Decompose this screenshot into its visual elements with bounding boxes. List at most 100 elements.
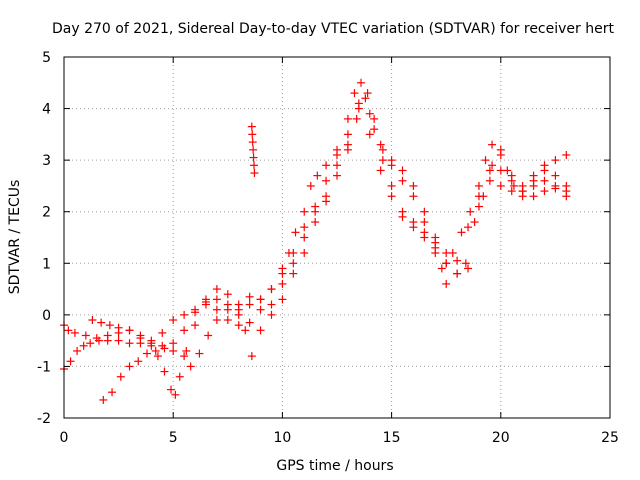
data-point xyxy=(350,89,359,98)
data-point xyxy=(289,248,298,257)
data-point xyxy=(488,161,497,170)
data-point xyxy=(191,321,200,330)
data-point xyxy=(212,285,221,294)
data-point xyxy=(322,197,331,206)
data-point xyxy=(409,218,418,227)
data-point xyxy=(361,94,370,103)
data-point xyxy=(160,367,169,376)
plot-frame xyxy=(63,56,611,419)
data-point xyxy=(186,362,195,371)
data-point xyxy=(357,78,366,87)
data-point xyxy=(169,316,178,325)
data-point xyxy=(370,114,379,123)
axis-ticks xyxy=(63,56,611,419)
data-point xyxy=(180,352,189,361)
data-point xyxy=(333,161,341,170)
data-point xyxy=(409,181,418,190)
y-tick-label: 2 xyxy=(42,205,51,221)
data-point xyxy=(398,176,407,185)
series-track-d xyxy=(88,104,571,350)
data-point xyxy=(363,89,372,98)
data-point xyxy=(248,130,257,139)
data-point xyxy=(175,372,184,381)
data-point xyxy=(387,161,396,170)
data-point xyxy=(442,248,451,257)
data-point xyxy=(365,109,374,118)
data-point xyxy=(182,346,191,355)
data-point xyxy=(250,161,259,170)
series-isolated-cluster xyxy=(247,122,259,178)
data-point xyxy=(540,187,549,196)
data-point xyxy=(142,349,151,358)
data-point xyxy=(158,341,167,350)
data-point xyxy=(507,171,516,180)
data-point xyxy=(191,308,200,317)
data-point xyxy=(470,218,479,227)
data-point xyxy=(420,207,429,216)
data-point xyxy=(322,161,331,170)
data-point xyxy=(167,385,176,394)
data-point xyxy=(529,176,538,185)
data-point xyxy=(474,181,483,190)
data-point xyxy=(256,326,265,335)
data-point xyxy=(105,321,114,330)
x-axis-label: GPS time / hours xyxy=(276,458,393,474)
data-point xyxy=(158,328,167,337)
data-point xyxy=(529,192,538,201)
data-point xyxy=(370,125,379,134)
data-point xyxy=(551,171,560,180)
data-point xyxy=(354,104,363,113)
data-point xyxy=(241,326,250,335)
data-point xyxy=(116,372,125,381)
data-point xyxy=(99,395,108,404)
data-point xyxy=(278,295,287,304)
data-point xyxy=(88,316,97,325)
data-point xyxy=(134,357,143,366)
series-track-a xyxy=(60,78,571,348)
y-tick-label: 5 xyxy=(42,50,51,66)
data-point xyxy=(420,218,429,227)
data-point xyxy=(169,339,178,348)
data-point xyxy=(562,150,571,159)
data-point xyxy=(147,339,156,348)
data-point xyxy=(311,202,320,211)
data-point xyxy=(509,181,518,190)
data-point xyxy=(562,192,571,201)
data-point xyxy=(518,187,527,196)
data-point xyxy=(234,321,243,330)
data-point xyxy=(97,318,106,327)
data-point xyxy=(453,256,462,265)
series-track-b xyxy=(60,94,571,399)
data-point xyxy=(343,114,352,123)
data-point xyxy=(94,336,103,345)
data-point xyxy=(507,187,516,196)
data-point xyxy=(352,114,361,123)
data-point xyxy=(343,130,352,139)
x-tick-label: 25 xyxy=(601,430,619,446)
data-point xyxy=(496,181,505,190)
data-point xyxy=(278,279,287,288)
data-point xyxy=(457,228,466,237)
x-tick-label: 5 xyxy=(169,430,178,446)
data-point xyxy=(488,140,497,149)
data-point xyxy=(256,305,265,314)
data-point xyxy=(249,145,258,154)
data-point xyxy=(223,290,232,299)
data-point xyxy=(108,388,117,397)
data-point xyxy=(474,192,483,201)
data-point xyxy=(256,295,265,304)
x-tick-label: 20 xyxy=(492,430,510,446)
data-point xyxy=(267,285,276,294)
data-point xyxy=(136,334,145,343)
data-point xyxy=(453,269,462,278)
data-point xyxy=(70,328,79,337)
data-point xyxy=(485,176,494,185)
y-tick-labels: -2 -1 0 1 2 3 4 5 xyxy=(37,50,51,427)
data-point xyxy=(311,218,320,227)
data-point xyxy=(79,341,88,350)
data-point xyxy=(540,176,549,185)
data-point xyxy=(343,140,352,149)
data-point xyxy=(245,318,254,327)
data-point xyxy=(485,166,494,175)
